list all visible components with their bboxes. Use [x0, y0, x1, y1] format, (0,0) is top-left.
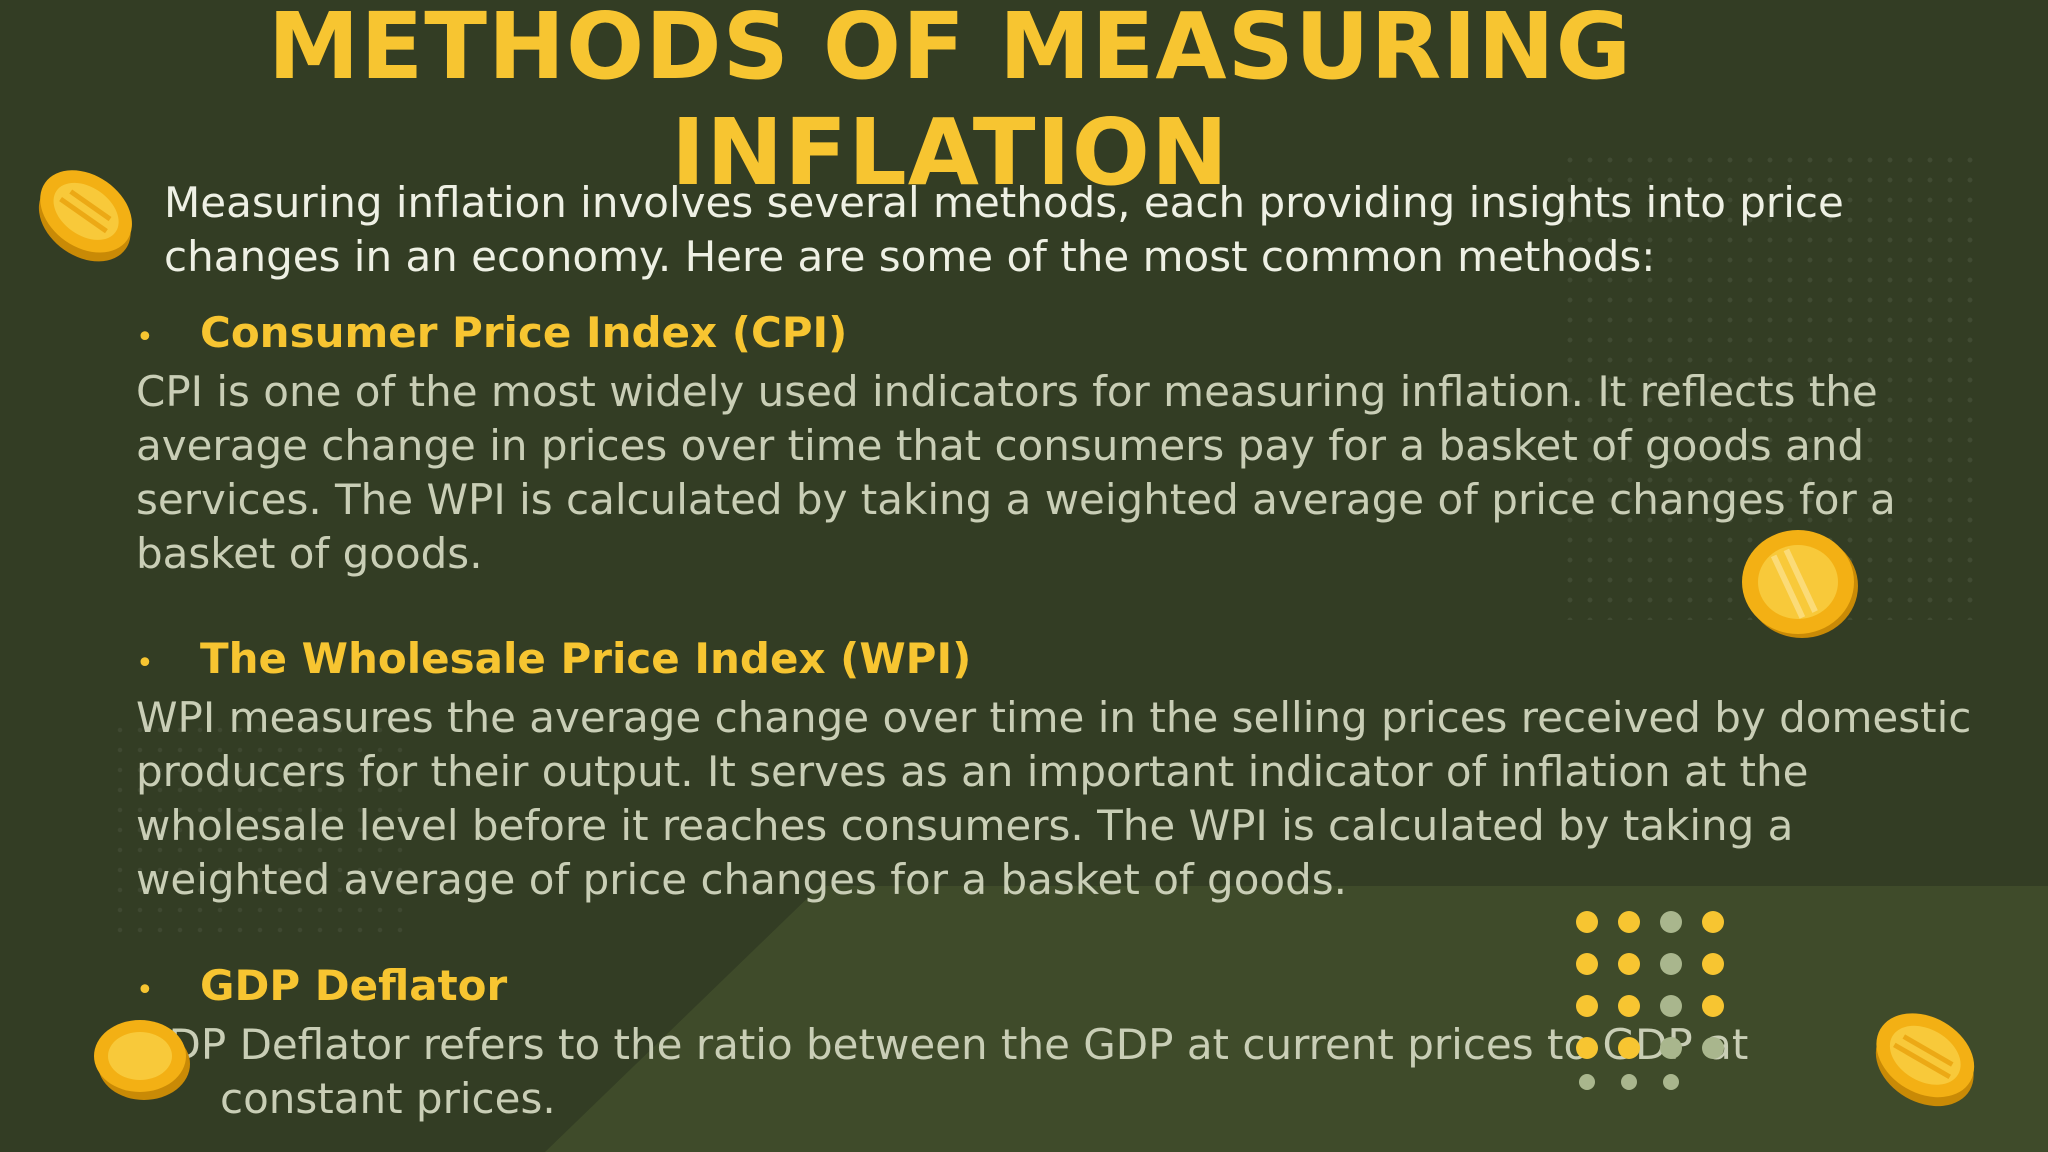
dot-pattern [1576, 911, 1724, 1090]
bullet-icon: • [136, 320, 154, 355]
section-body-cpi: CPI is one of the most widely used indic… [136, 367, 1896, 578]
bullet-icon: • [136, 973, 154, 1008]
section-heading-gdp-deflator: GDP Deflator [200, 961, 508, 1010]
section-cpi: • Consumer Price Index (CPI) CPI is one … [136, 306, 1996, 581]
dot-texture-bottom-left [110, 720, 410, 940]
coin-icon [38, 170, 132, 262]
section-heading-wpi: The Wholesale Price Index (WPI) [200, 634, 972, 683]
bullet-icon: • [136, 646, 154, 681]
slide-title: METHODS OF MEASURING INFLATION [267, 0, 1633, 206]
section-wpi: • The Wholesale Price Index (WPI) WPI me… [136, 632, 1996, 907]
section-body-gdp-deflator: GDP Deflator refers to the ratio between… [136, 1018, 1996, 1126]
section-body-wpi: WPI measures the average change over tim… [136, 693, 1972, 904]
section-gdp-deflator: • GDP Deflator GDP Deflator refers to th… [136, 959, 1996, 1126]
coin-icon [1875, 1013, 1975, 1107]
coin-icon [94, 1020, 190, 1100]
section-body-gdp-line-1: GDP Deflator refers to the ratio between… [136, 1020, 1749, 1069]
section-body-gdp-line-2: constant prices. [220, 1074, 556, 1123]
section-heading-cpi: Consumer Price Index (CPI) [200, 308, 848, 357]
coin-icon [1742, 530, 1858, 638]
intro-paragraph: Measuring inflation involves several met… [164, 178, 1844, 281]
